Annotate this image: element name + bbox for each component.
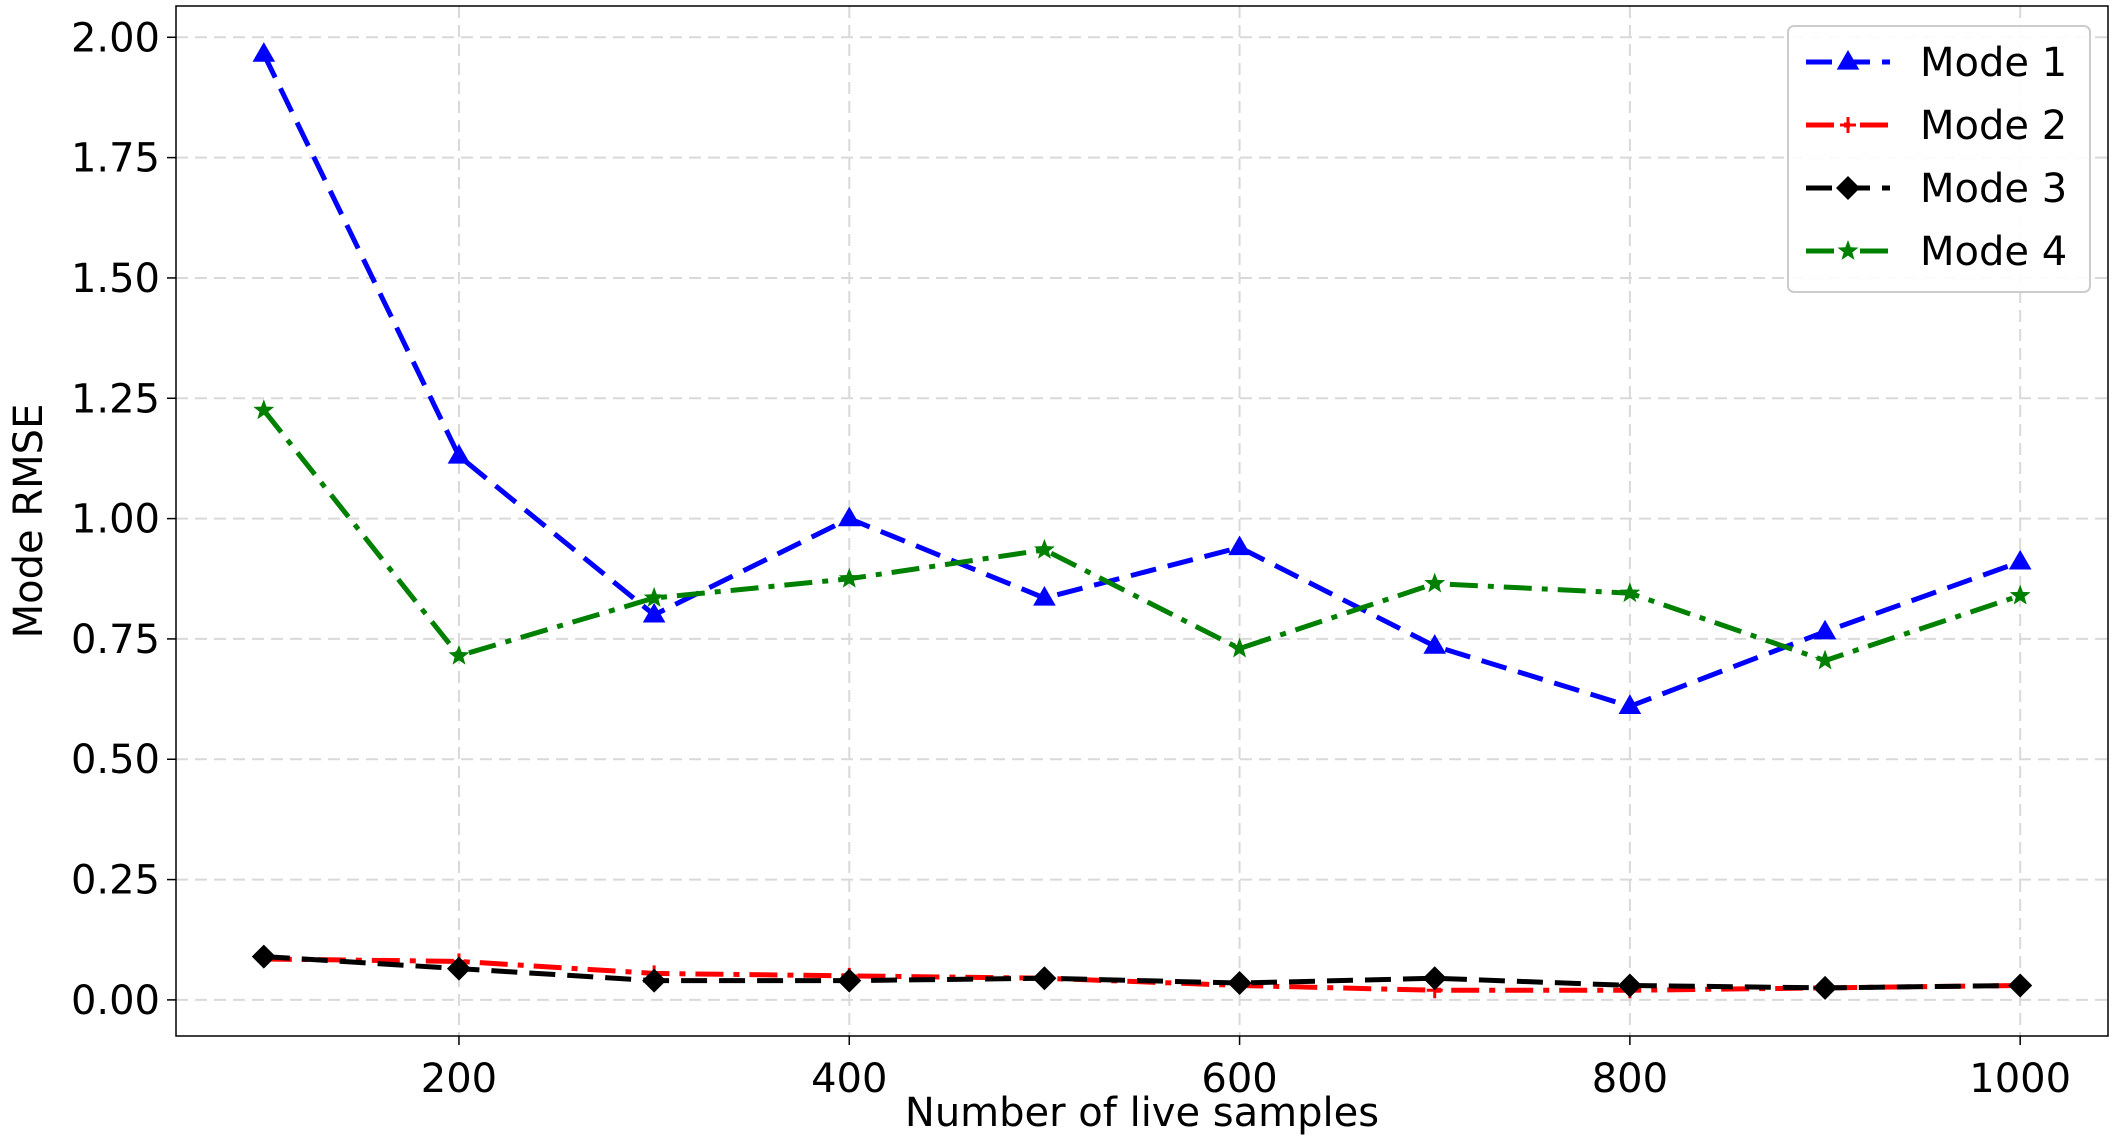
- y-axis-ticks: 0.00 0.25 0.50 0.75 1.00 1.25 1.50 1.75 2.00: [71, 15, 176, 1024]
- data-point: [446, 956, 471, 981]
- data-point: [1422, 966, 1447, 991]
- data-point: [1228, 535, 1251, 556]
- plot-frame: [175, 5, 2109, 1037]
- series-line: [261, 53, 2022, 709]
- legend-label: Mode 4: [1920, 229, 2067, 275]
- legend: Mode 1 Mode 2 Mode 3 Mode 4: [1787, 25, 2091, 293]
- legend-marker: [1836, 49, 1860, 70]
- y-tick-label: 2.00: [71, 15, 160, 61]
- data-point: [2008, 973, 2033, 998]
- legend-item: Mode 1: [1806, 40, 2067, 86]
- data-point: [447, 444, 471, 464]
- series-mode-3: [251, 944, 2033, 1000]
- data-point: [1814, 649, 1836, 670]
- x-tick-label: 200: [421, 1056, 497, 1102]
- data-point: [251, 944, 276, 969]
- legend-item: Mode 4: [1806, 229, 2067, 275]
- y-tick-label: 0.50: [71, 737, 160, 783]
- legend-box: [1787, 25, 2091, 293]
- series-line: [263, 954, 2021, 991]
- y-tick-label: 0.00: [71, 978, 160, 1024]
- legend-item: Mode 3: [1806, 166, 2067, 212]
- plot-series: [251, 42, 2033, 1000]
- legend-label: Mode 2: [1920, 103, 2067, 149]
- data-point: [1032, 966, 1057, 991]
- y-tick-label: 1.00: [71, 497, 160, 543]
- y-tick-label: 0.75: [71, 617, 160, 663]
- legend-marker: [1837, 240, 1859, 260]
- data-point: [1033, 586, 1056, 606]
- y-tick-label: 1.50: [71, 256, 160, 302]
- series-line: [261, 408, 2021, 664]
- data-point: [1227, 971, 1252, 996]
- x-tick-label: 1000: [1969, 1056, 2071, 1102]
- data-point: [252, 42, 276, 62]
- data-point: [2009, 584, 2031, 605]
- data-point: [642, 968, 667, 993]
- x-axis-label: Number of live samples: [905, 1090, 1379, 1136]
- legend-marker: [1836, 176, 1860, 200]
- x-tick-label: 600: [1201, 1056, 1277, 1102]
- x-axis-ticks: 200 400 600 800 1000: [421, 1036, 2071, 1102]
- data-point: [1033, 538, 1055, 559]
- data-point: [643, 587, 665, 607]
- data-point: [253, 399, 275, 420]
- x-tick-label: 800: [1592, 1056, 1668, 1102]
- data-point: [1813, 619, 1837, 640]
- data-point: [1618, 694, 1642, 714]
- data-point: [1813, 975, 1838, 1000]
- data-point: [448, 644, 470, 665]
- y-tick-label: 1.25: [71, 376, 160, 422]
- series-mode-4: [253, 399, 2031, 670]
- data-point: [1229, 637, 1251, 658]
- series-mode-2: [255, 950, 2029, 999]
- legend-marker: [1840, 117, 1856, 133]
- legend-item: Mode 2: [1806, 103, 2067, 149]
- x-tick-label: 400: [811, 1056, 887, 1102]
- data-point: [642, 602, 666, 623]
- legend-label: Mode 3: [1920, 166, 2067, 212]
- data-point: [1619, 582, 1641, 603]
- y-tick-label: 0.25: [71, 858, 160, 904]
- data-point: [2008, 549, 2032, 570]
- data-point: [837, 968, 862, 993]
- y-axis-label: Mode RMSE: [6, 404, 52, 639]
- series-mode-1: [252, 42, 2032, 714]
- y-tick-label: 1.75: [71, 136, 160, 182]
- data-point: [837, 506, 861, 527]
- data-point: [1424, 572, 1446, 593]
- legend-label: Mode 1: [1920, 40, 2067, 86]
- data-point: [838, 567, 860, 588]
- data-point: [1617, 973, 1642, 998]
- data-point: [1423, 634, 1447, 654]
